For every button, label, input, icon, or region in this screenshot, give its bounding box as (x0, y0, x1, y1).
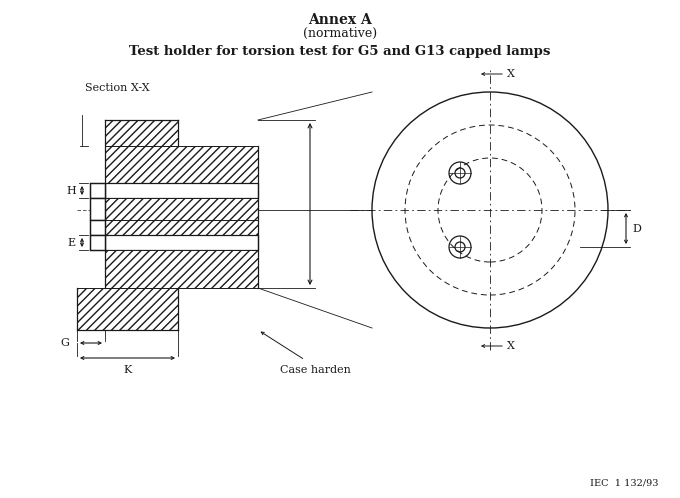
Text: X: X (507, 69, 515, 79)
Text: Section X-X: Section X-X (85, 83, 150, 93)
Polygon shape (90, 183, 105, 198)
Polygon shape (90, 198, 105, 220)
Text: K: K (123, 365, 132, 375)
Polygon shape (105, 120, 178, 146)
Polygon shape (90, 235, 105, 250)
Text: Test holder for torsion test for G5 and G13 capped lamps: Test holder for torsion test for G5 and … (129, 44, 551, 57)
Text: G: G (60, 338, 69, 348)
Text: X: X (507, 341, 515, 351)
Text: (normative): (normative) (303, 26, 377, 39)
Polygon shape (105, 198, 258, 220)
Polygon shape (105, 220, 258, 235)
Text: H: H (66, 185, 76, 196)
Text: D: D (632, 224, 641, 234)
Polygon shape (90, 220, 105, 235)
Text: IEC  1 132/93: IEC 1 132/93 (590, 479, 658, 488)
Text: Annex A: Annex A (308, 13, 372, 27)
Text: E: E (68, 238, 76, 248)
Polygon shape (105, 250, 258, 288)
Polygon shape (77, 288, 178, 330)
Text: Case harden: Case harden (279, 365, 350, 375)
Polygon shape (105, 183, 258, 198)
Polygon shape (105, 235, 258, 250)
Polygon shape (105, 146, 258, 183)
